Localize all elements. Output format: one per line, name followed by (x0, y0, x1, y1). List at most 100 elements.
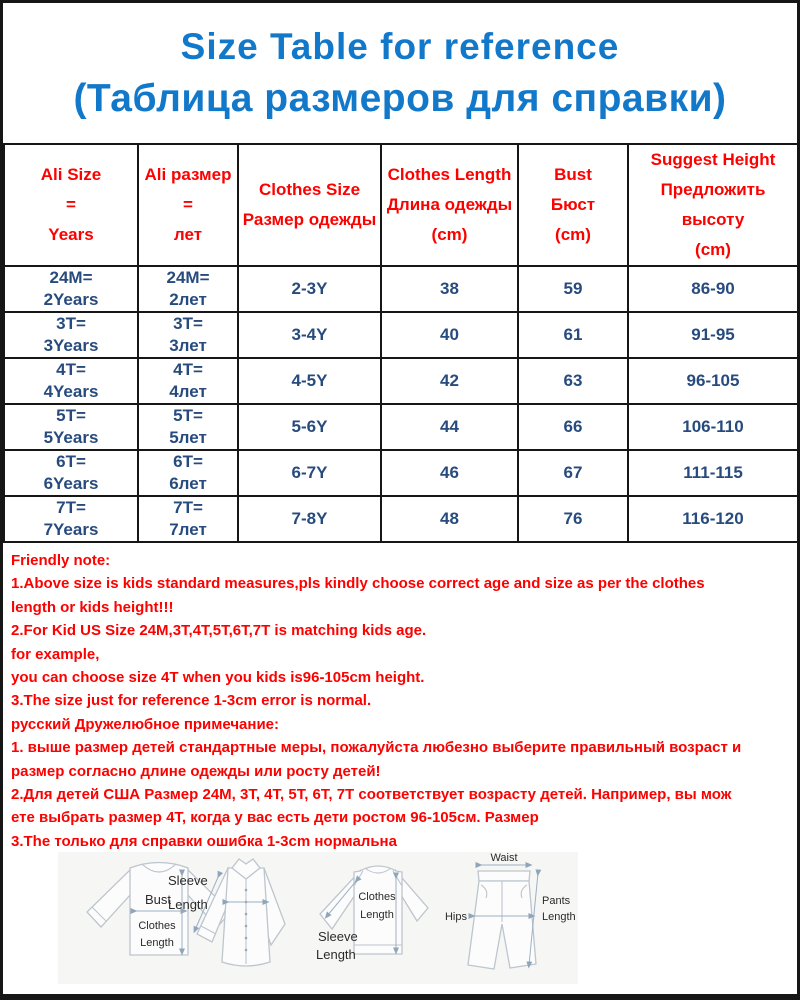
cell-line: 3-4Y (291, 325, 328, 344)
ali-size-cell: 6T= 6Years (3, 449, 139, 497)
header-line: = (183, 195, 193, 214)
bust-cell: 61 (517, 311, 629, 359)
cell-line: 6лет (169, 474, 207, 493)
note-line: русский Дружелюбное примечание: (11, 715, 280, 733)
clothes-size-cell: 4-5Y (237, 357, 382, 405)
cell-line: 7-8Y (291, 509, 328, 528)
cell-line: 5Years (43, 428, 99, 447)
note-line: ете выбрать размер 4T, когда у вас есть … (11, 809, 539, 827)
cell-line: 5-6Y (291, 417, 328, 436)
measurement-diagrams: Bust Clothes Length Sleeve (58, 852, 578, 984)
clothes-length-cell: 42 (380, 357, 519, 405)
header-line: Bust (554, 165, 592, 184)
cell-line: 2лет (169, 290, 207, 309)
clothes-length-cell: 48 (380, 495, 519, 543)
cell-line: 3Years (43, 336, 99, 355)
cell-line: 7Years (43, 520, 99, 539)
clothes-length-cell: 46 (380, 449, 519, 497)
cell-line: 24M= (49, 268, 93, 287)
page-title-en: Size Table for reference (180, 25, 620, 67)
cell-line: 4Years (43, 382, 99, 401)
page-title-ru: (Таблица размеров для справки) (73, 76, 727, 120)
cell-line: 48 (440, 509, 459, 528)
cell-line: 7T= (56, 498, 86, 517)
cell-line: 4лет (169, 382, 207, 401)
cell-line: 5лет (169, 428, 207, 447)
note-line: 1.Above size is kids standard measures,p… (11, 575, 705, 593)
clothes-length-cell: 40 (380, 311, 519, 359)
cell-line: 91-95 (691, 325, 735, 344)
cell-line: 2Years (43, 290, 99, 309)
header-line: Clothes Size (258, 180, 361, 199)
clothes-size-cell: 6-7Y (237, 449, 382, 497)
bust-cell: 67 (517, 449, 629, 497)
hips-label: Hips (445, 911, 468, 923)
ali-razmer-cell: 5T= 5лет (137, 403, 239, 451)
cell-line: 5T= (173, 406, 203, 425)
clothes-length-label: Clothes (358, 891, 396, 903)
ali-size-cell: 7T= 7Years (3, 495, 139, 543)
pants-diagram: Waist Hips Pants Length (445, 852, 576, 970)
bust-cell: 76 (517, 495, 629, 543)
cell-line: 66 (563, 417, 583, 436)
note-line: размер согласно длине одежды или росту д… (11, 762, 381, 780)
size-table: Ali Size = Years Ali размер = лет Clothe… (3, 143, 797, 543)
ali-size-cell: 24M= 2Years (3, 265, 139, 313)
cell-line: 3T= (173, 314, 203, 333)
header-ali-razmer: Ali размер = лет (137, 143, 239, 267)
clothes-length-label: Clothes (138, 920, 176, 932)
header-line: Бюст (550, 195, 596, 214)
header-line: Years (48, 225, 94, 244)
cell-line: 106-110 (682, 417, 744, 436)
suggest-height-cell: 91-95 (627, 311, 797, 359)
raglan-shirt-diagram: Clothes Length Sleeve Length (316, 865, 429, 962)
cell-line: 6Years (43, 474, 99, 493)
note-line: 3.The size just for reference 1-3cm erro… (11, 692, 372, 710)
cell-line: 46 (440, 463, 459, 482)
bust-cell: 66 (517, 403, 629, 451)
header-line: лет (173, 225, 203, 244)
size-table-body: 24M= 2Years 24M= 2лет 2-3Y 38 59 86-90 3T=… (3, 265, 797, 543)
header-ali-size: Ali Size = Years (3, 143, 139, 267)
header-bust: Bust Бюст (cm) (517, 143, 629, 267)
header-line: Длина одежды (386, 195, 513, 214)
table-row: 4T= 4Years 4T= 4лет 4-5Y 42 63 96-105 (3, 357, 797, 405)
clothes-length-cell: 38 (380, 265, 519, 313)
header-clothes-size: Clothes Size Размер одежды (237, 143, 382, 267)
cell-line: 4T= (56, 360, 86, 379)
size-table-header: Ali Size = Years Ali размер = лет Clothe… (3, 143, 797, 267)
cell-line: 40 (440, 325, 459, 344)
suggest-height-cell: 116-120 (627, 495, 797, 543)
clothes-size-cell: 5-6Y (237, 403, 382, 451)
cell-line: 86-90 (691, 279, 735, 298)
cell-line: 6T= (173, 452, 203, 471)
header-line: Размер одежды (242, 210, 377, 229)
shirt-diagram: Sleeve Length (168, 858, 286, 967)
clothes-length-label: Length (140, 937, 174, 949)
ali-razmer-cell: 3T= 3лет (137, 311, 239, 359)
suggest-height-cell: 106-110 (627, 403, 797, 451)
cell-line: 44 (440, 417, 459, 436)
table-row: 5T= 5Years 5T= 5лет 5-6Y 44 66 106-110 (3, 403, 797, 451)
sleeve-length-label: Sleeve (168, 873, 208, 888)
page-title: Size Table for reference (Таблица размер… (3, 3, 797, 143)
bust-cell: 63 (517, 357, 629, 405)
note-line: length or kids height!!! (11, 598, 174, 616)
clothes-length-label: Length (360, 909, 394, 921)
suggest-height-cell: 86-90 (627, 265, 797, 313)
ali-size-cell: 3T= 3Years (3, 311, 139, 359)
sleeve-length-label: Length (316, 947, 356, 962)
cell-line: 111-115 (683, 463, 743, 482)
header-line: (cm) (695, 240, 731, 259)
note-line: you can choose size 4T when you kids is9… (11, 669, 425, 687)
friendly-note: Friendly note: 1.Above size is kids stan… (3, 543, 797, 849)
bust-cell: 59 (517, 265, 629, 313)
bust-label: Bust (145, 892, 171, 907)
waist-label: Waist (490, 852, 517, 864)
header-line: (cm) (431, 225, 468, 244)
header-line: Clothes Length (387, 165, 512, 184)
cell-line: 2-3Y (291, 279, 328, 298)
cell-line: 6T= (56, 452, 86, 471)
clothes-length-cell: 44 (380, 403, 519, 451)
